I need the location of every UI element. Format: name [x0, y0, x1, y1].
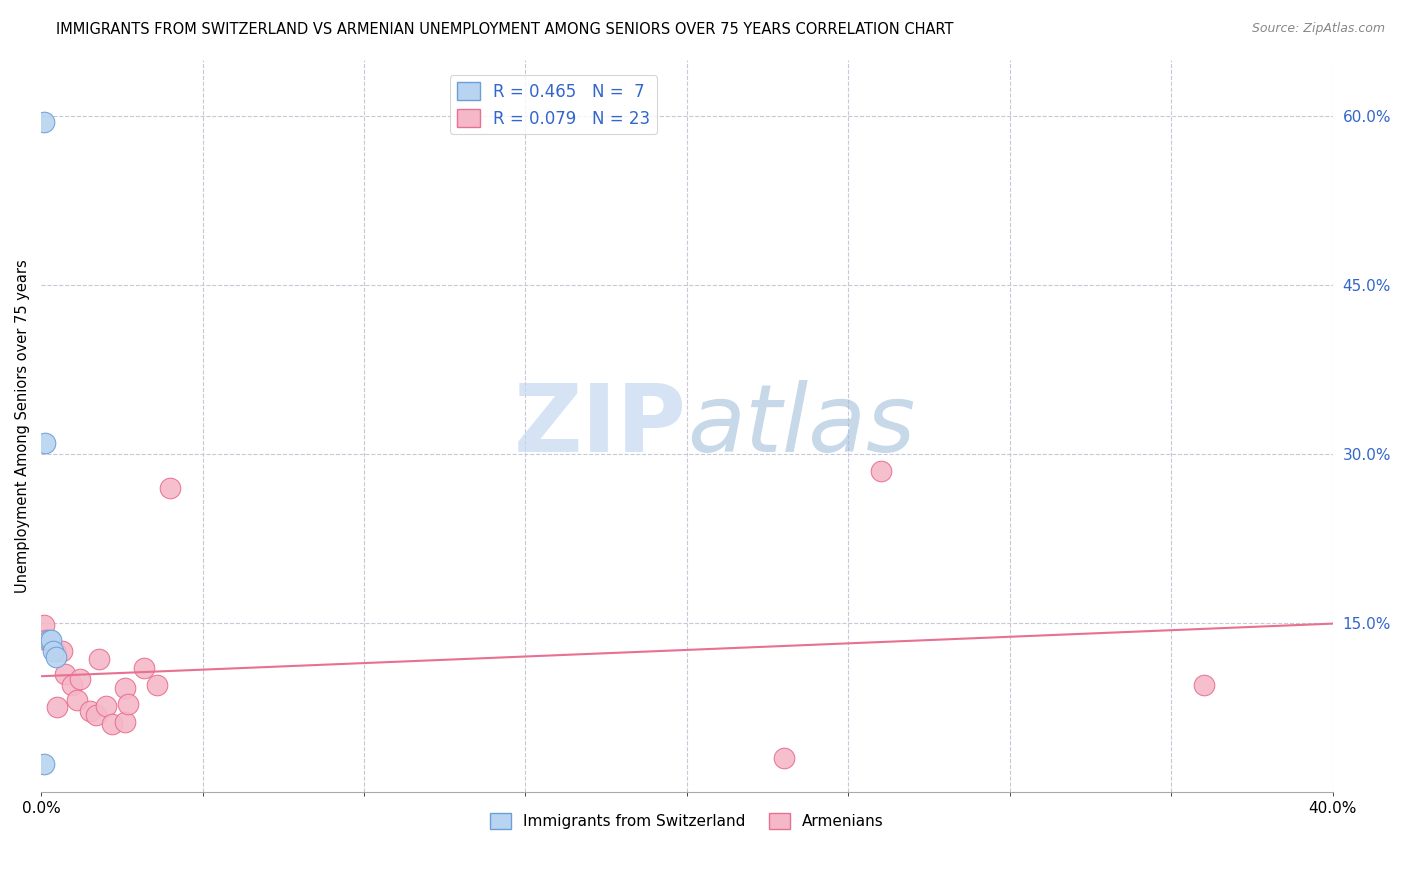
Point [1192, 678, 1215, 692]
Point [60, 678, 83, 692]
Point [79, 704, 101, 718]
Point [34, 435, 56, 450]
Point [51, 644, 73, 658]
Point [69, 673, 91, 687]
Point [159, 481, 181, 495]
Point [32, 114, 55, 128]
Point [114, 715, 136, 730]
Point [134, 661, 156, 675]
Point [101, 717, 124, 731]
Point [32, 618, 55, 632]
Point [35, 632, 58, 647]
Text: atlas: atlas [688, 380, 915, 471]
Point [42, 644, 65, 658]
Text: IMMIGRANTS FROM SWITZERLAND VS ARMENIAN UNEMPLOYMENT AMONG SENIORS OVER 75 YEARS: IMMIGRANTS FROM SWITZERLAND VS ARMENIAN … [56, 22, 953, 37]
Point [114, 681, 136, 696]
Y-axis label: Unemployment Among Seniors over 75 years: Unemployment Among Seniors over 75 years [15, 259, 30, 592]
Point [869, 464, 891, 478]
Text: ZIP: ZIP [515, 380, 688, 472]
Legend: Immigrants from Switzerland, Armenians: Immigrants from Switzerland, Armenians [484, 806, 890, 836]
Point [146, 678, 169, 692]
Point [66, 692, 89, 706]
Point [41, 632, 63, 647]
Point [117, 697, 139, 711]
Text: Source: ZipAtlas.com: Source: ZipAtlas.com [1251, 22, 1385, 36]
Point [89, 652, 111, 666]
Point [44, 644, 66, 658]
Point [45, 700, 67, 714]
Point [94, 699, 117, 714]
Point [84, 708, 107, 723]
Point [34, 756, 56, 771]
Point [38, 632, 60, 647]
Point [772, 751, 794, 765]
Point [45, 649, 67, 664]
Point [53, 666, 76, 681]
